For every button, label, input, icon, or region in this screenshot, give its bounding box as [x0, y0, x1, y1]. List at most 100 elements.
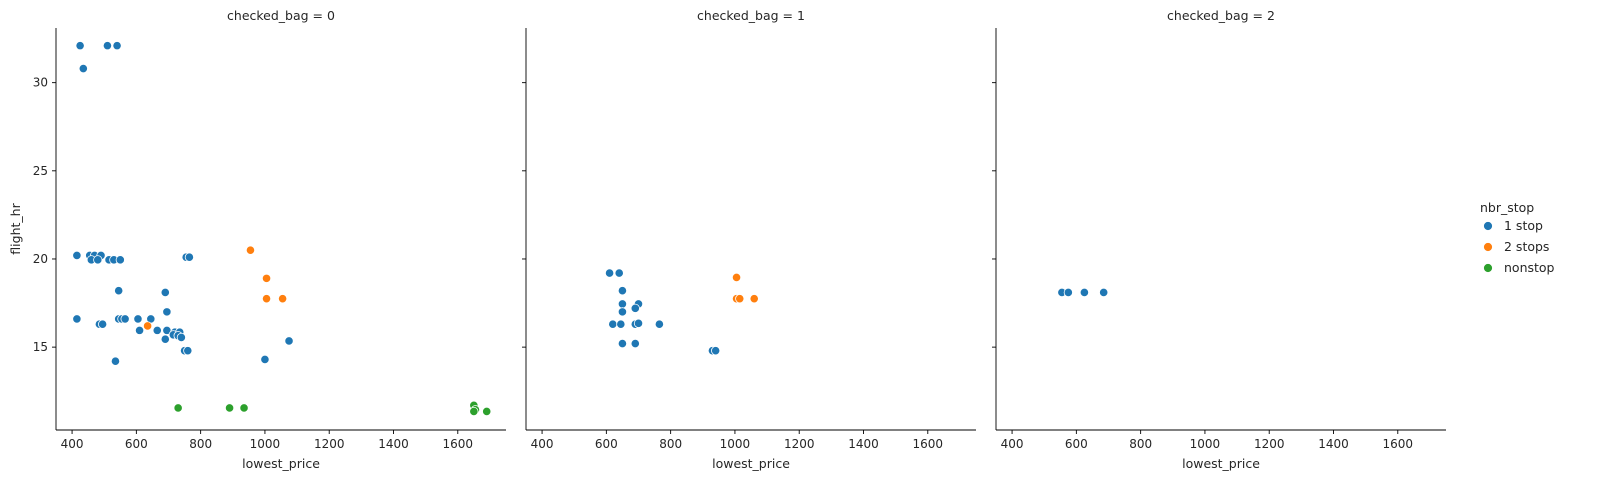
- data-point: [617, 307, 628, 317]
- x-tick-label: 600: [595, 437, 618, 451]
- data-point: [482, 406, 492, 417]
- series-1-stop: [604, 268, 721, 356]
- legend-marker: [1483, 263, 1493, 273]
- x-tick-label: 600: [1065, 437, 1088, 451]
- x-tick-label: 1600: [913, 437, 944, 451]
- legend-marker: [1483, 242, 1493, 252]
- x-tick-label: 400: [61, 437, 84, 451]
- data-point: [633, 318, 644, 328]
- panel-2: checked_bag = 2 400 600 800 1000 1200 1400 1600…: [992, 8, 1446, 471]
- data-point: [617, 286, 628, 296]
- series-nonstop: [173, 400, 492, 417]
- data-point: [133, 314, 143, 324]
- data-point: [1063, 287, 1073, 298]
- data-point: [630, 339, 640, 349]
- data-point: [614, 268, 624, 278]
- legend: nbr_stop 1 stop 2 stops nonstop: [1480, 200, 1555, 275]
- data-point: [115, 255, 125, 265]
- data-point: [160, 334, 170, 344]
- panel-title: checked_bag = 1: [697, 8, 805, 23]
- panel-0: checked_bag = 0 400 600 800 1000 1200 1400 1600…: [8, 8, 506, 471]
- x-axis-label: lowest_price: [242, 456, 320, 471]
- x-tick-label: 800: [659, 437, 682, 451]
- data-point: [278, 294, 288, 304]
- legend-label: 1 stop: [1504, 218, 1543, 233]
- x-tick-label: 1000: [250, 437, 281, 451]
- x-tick-label: 1200: [1254, 437, 1285, 451]
- y-axis-label: flight_hr: [8, 202, 23, 254]
- data-point: [749, 294, 759, 304]
- panels: checked_bag = 0 400 600 800 1000 1200 1400 1600…: [8, 8, 1446, 471]
- data-point: [245, 245, 256, 255]
- data-point: [110, 356, 121, 366]
- x-tick-label: 1400: [378, 437, 409, 451]
- data-point: [72, 250, 82, 261]
- data-point: [1079, 287, 1089, 298]
- legend-title: nbr_stop: [1480, 200, 1534, 215]
- data-point: [176, 332, 186, 343]
- data-point: [469, 406, 479, 417]
- panel-1: checked_bag = 1 400 600 800 1000 1200 1400 1600…: [522, 8, 976, 471]
- data-point: [112, 41, 122, 51]
- data-point: [75, 41, 85, 51]
- x-tick-label: 1400: [1318, 437, 1349, 451]
- series-1-stop: [72, 41, 294, 366]
- data-point: [616, 319, 626, 329]
- x-tick-label: 1200: [314, 437, 345, 451]
- data-point: [102, 41, 113, 51]
- y-tick-label: 25: [33, 164, 48, 178]
- data-point: [617, 299, 628, 309]
- y-tick-label: 30: [33, 76, 48, 90]
- series-2-stops: [143, 245, 288, 331]
- data-point: [98, 319, 108, 329]
- data-point: [1099, 287, 1109, 298]
- x-axis-label: lowest_price: [1182, 456, 1260, 471]
- data-point: [261, 273, 272, 283]
- data-point: [120, 314, 130, 324]
- data-point: [72, 314, 82, 324]
- x-tick-label: 600: [125, 437, 148, 451]
- data-point: [93, 255, 103, 265]
- legend-label: 2 stops: [1504, 239, 1549, 254]
- x-tick-label: 1200: [784, 437, 815, 451]
- data-point: [78, 63, 88, 74]
- series-2-stops: [731, 272, 759, 304]
- x-tick-label: 800: [1129, 437, 1152, 451]
- data-point: [183, 346, 193, 356]
- panel-title: checked_bag = 0: [227, 8, 335, 23]
- x-tick-label: 1600: [443, 437, 474, 451]
- x-tick-label: 1000: [720, 437, 751, 451]
- data-point: [224, 403, 235, 413]
- data-point: [114, 286, 124, 296]
- panel-title: checked_bag = 2: [1167, 8, 1275, 23]
- x-axis-label: lowest_price: [712, 456, 790, 471]
- legend-label: nonstop: [1504, 260, 1555, 275]
- x-tick-label: 400: [1001, 437, 1024, 451]
- data-point: [173, 403, 183, 413]
- x-tick-label: 1600: [1383, 437, 1414, 451]
- data-point: [731, 272, 742, 283]
- series-1-stop: [1057, 287, 1109, 298]
- x-tick-label: 1400: [848, 437, 879, 451]
- data-point: [261, 294, 272, 304]
- y-tick-label: 20: [33, 252, 48, 266]
- x-tick-label: 1000: [1190, 437, 1221, 451]
- data-point: [162, 307, 172, 317]
- data-point: [239, 403, 249, 413]
- data-point: [284, 336, 294, 346]
- data-point: [711, 346, 721, 356]
- data-point: [604, 268, 615, 278]
- data-point: [184, 252, 194, 262]
- data-point: [260, 354, 270, 365]
- y-tick-label: 15: [33, 340, 48, 354]
- data-point: [152, 325, 162, 335]
- data-point: [630, 303, 640, 313]
- x-tick-label: 400: [531, 437, 554, 451]
- data-point: [160, 287, 170, 298]
- data-point: [735, 294, 745, 304]
- x-tick-label: 800: [189, 437, 212, 451]
- data-point: [143, 321, 153, 331]
- data-point: [134, 325, 145, 335]
- data-point: [617, 339, 628, 349]
